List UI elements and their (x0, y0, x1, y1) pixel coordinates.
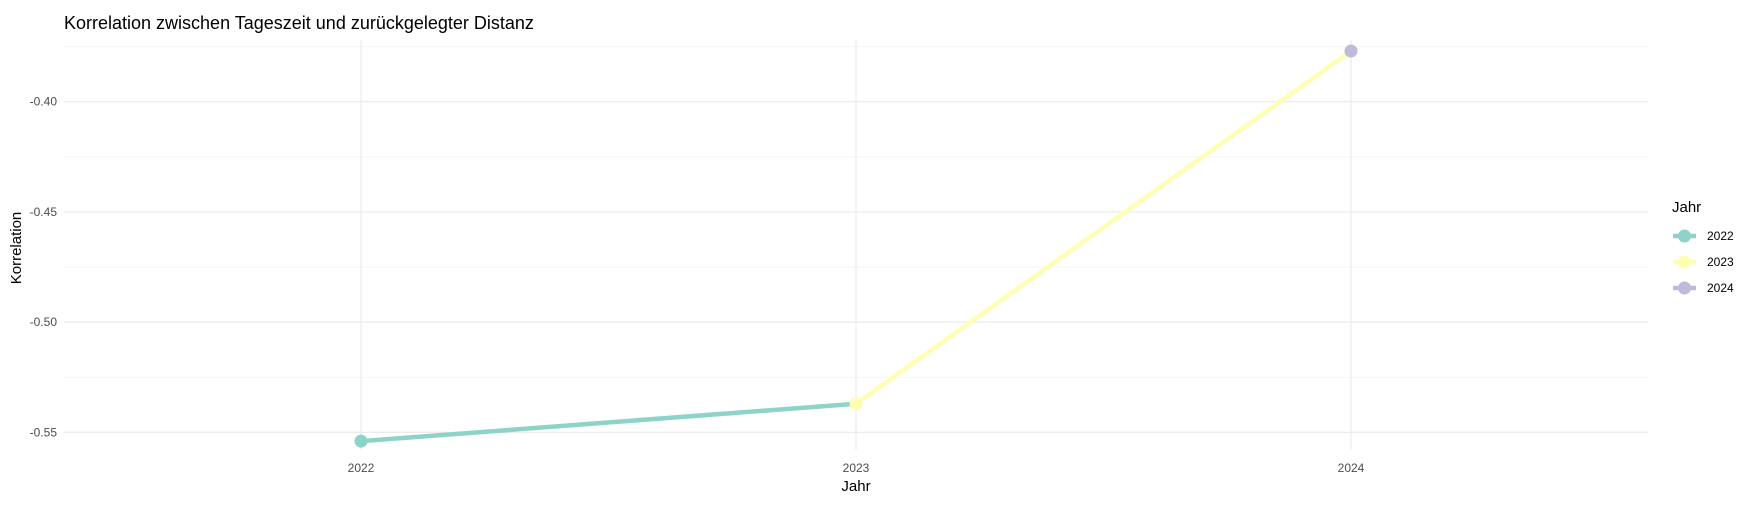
x-axis-ticks: 2022 2023 2024 (348, 461, 1365, 475)
y-axis-label: Korrelation (8, 212, 25, 285)
legend-item-2023: 2023 (1673, 255, 1734, 269)
legend-label: 2023 (1707, 255, 1734, 269)
legend-items: 2022 2023 2024 (1673, 229, 1734, 295)
x-axis-label: Jahr (841, 478, 870, 495)
chart-title: Korrelation zwischen Tageszeit und zurüc… (64, 13, 534, 33)
legend-key-point (1678, 229, 1691, 243)
x-tick-label: 2022 (348, 461, 375, 475)
y-tick-label: -0.45 (30, 205, 58, 219)
legend-key-point (1678, 281, 1691, 295)
legend-key-point (1678, 255, 1691, 269)
data-point-2022 (354, 434, 368, 448)
data-point-2023 (849, 397, 863, 411)
legend-title: Jahr (1672, 199, 1701, 216)
y-tick-label: -0.50 (30, 315, 58, 329)
x-tick-label: 2024 (1338, 461, 1365, 475)
y-tick-label: -0.40 (30, 95, 58, 109)
y-axis-ticks: -0.55 -0.50 -0.45 -0.40 (30, 95, 58, 440)
series-lines (360, 49, 1353, 444)
line-segment-2023 (854, 49, 1353, 406)
series-points (354, 44, 1358, 448)
y-tick-label: -0.55 (30, 425, 58, 439)
legend-item-2022: 2022 (1673, 229, 1734, 243)
x-tick-label: 2023 (843, 461, 870, 475)
legend: Jahr 2022 2023 2024 (1672, 199, 1734, 295)
legend-item-2024: 2024 (1673, 281, 1734, 295)
data-point-2024 (1344, 44, 1358, 58)
plot-panel (64, 40, 1648, 450)
line-segment-2022 (360, 401, 857, 444)
legend-label: 2024 (1707, 281, 1734, 295)
legend-label: 2022 (1707, 229, 1734, 243)
major-gridlines (64, 40, 1648, 450)
